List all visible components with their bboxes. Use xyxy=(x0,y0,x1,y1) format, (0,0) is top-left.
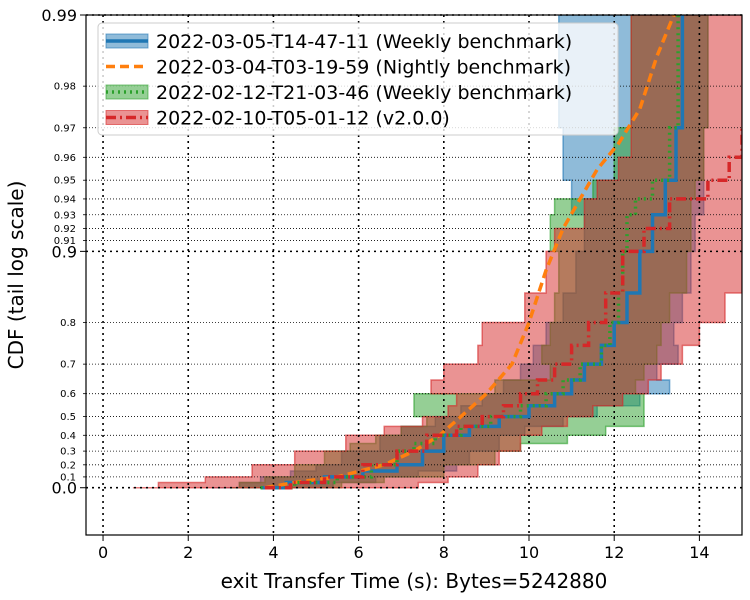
plot-frame xyxy=(85,14,743,536)
series-lines xyxy=(260,15,742,490)
legend: 2022-03-05-T14-47-11 (Weekly benchmark) 2… xyxy=(97,22,619,136)
legend-entry-0: 2022-03-05-T14-47-11 (Weekly benchmark) xyxy=(156,31,572,53)
series-line-3 xyxy=(264,127,742,490)
y-axis-label: CDF (tail log scale) xyxy=(4,181,28,370)
x-tick-label-2: 4 xyxy=(268,543,278,562)
y-tick-label-minor-6: 0.7 xyxy=(60,360,76,371)
legend-box xyxy=(97,22,619,136)
legend-entry-1: 2022-03-04-T03-19-59 (Nightly benchmark) xyxy=(156,57,571,79)
y-tick-label-major-1: 0.9 xyxy=(52,242,77,261)
y-tick-label-minor-4: 0.5 xyxy=(60,412,76,423)
y-tick-label-minor-5: 0.6 xyxy=(60,389,76,400)
y-tick-label-minor-8: 0.91 xyxy=(54,236,76,247)
y-tick-label-minor-11: 0.94 xyxy=(54,194,76,205)
legend-entry-3: 2022-02-10-T05-01-12 (v2.0.0) xyxy=(156,108,450,130)
x-axis-ticks: 0 2 4 6 8 10 12 14 xyxy=(98,535,710,562)
x-tick-label-3: 6 xyxy=(354,543,364,562)
x-tick-label-1: 2 xyxy=(183,543,193,562)
series-line-2 xyxy=(260,15,680,490)
y-tick-label-minor-0: 0.1 xyxy=(60,472,76,483)
x-tick-label-7: 14 xyxy=(689,543,709,562)
y-tick-label-minor-10: 0.93 xyxy=(54,210,76,221)
legend-entry-2: 2022-02-12-T21-03-46 (Weekly benchmark) xyxy=(156,82,572,104)
x-tick-label-6: 12 xyxy=(604,543,624,562)
y-tick-label-minor-12: 0.95 xyxy=(54,176,76,187)
y-axis-ticks: 0.00.90.990.10.20.30.40.50.60.70.80.910.… xyxy=(41,6,86,498)
series-line-0 xyxy=(260,15,685,490)
series-line-1 xyxy=(264,15,676,490)
x-tick-label-4: 8 xyxy=(439,543,449,562)
y-tick-label-minor-2: 0.3 xyxy=(60,447,76,458)
x-axis-label: exit Transfer Time (s): Bytes=5242880 xyxy=(221,569,608,593)
y-tick-label-minor-15: 0.98 xyxy=(54,82,76,93)
y-tick-label-minor-9: 0.92 xyxy=(54,224,76,235)
y-tick-label-major-2: 0.99 xyxy=(41,6,77,25)
x-tick-label-5: 10 xyxy=(519,543,539,562)
y-tick-label-minor-3: 0.4 xyxy=(60,431,76,442)
band-3 xyxy=(132,15,742,489)
y-tick-label-major-0: 0.0 xyxy=(52,479,77,498)
y-tick-label-minor-14: 0.97 xyxy=(54,123,76,134)
y-tick-label-minor-1: 0.2 xyxy=(60,460,76,471)
x-tick-label-0: 0 xyxy=(98,543,108,562)
y-tick-label-minor-13: 0.96 xyxy=(54,153,76,164)
y-tick-label-minor-7: 0.8 xyxy=(60,318,76,329)
